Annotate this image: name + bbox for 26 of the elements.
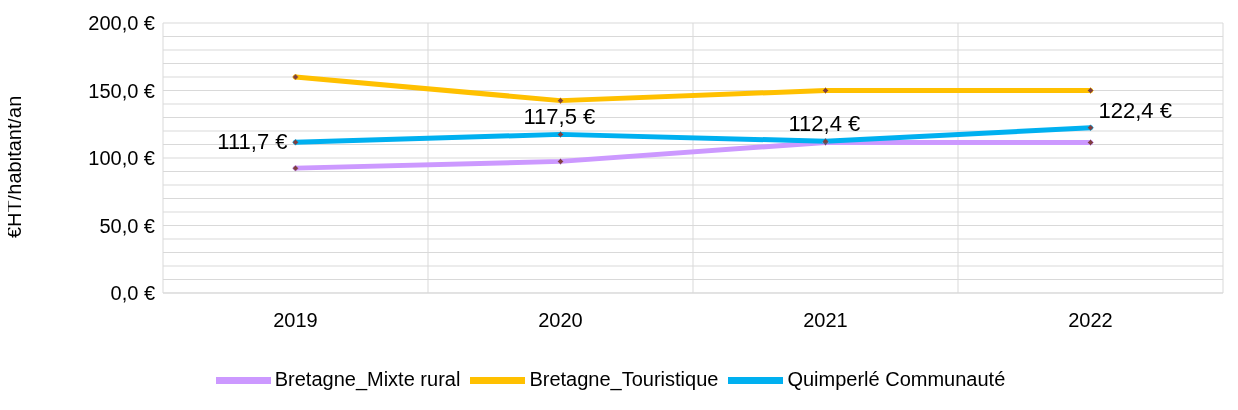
point (557, 97, 564, 104)
data-label: 111,7 € (217, 129, 288, 155)
data-label: 112,4 € (788, 111, 861, 137)
x-tick-label: 2020 (538, 309, 583, 332)
point (557, 131, 564, 138)
x-tick-label: 2022 (1068, 309, 1113, 332)
point (1087, 124, 1094, 132)
point (822, 87, 829, 94)
data-label: 122,4 € (1098, 97, 1172, 123)
data-label: 117,5 € (523, 104, 596, 130)
y-tick-label: 0,0 € (110, 282, 155, 305)
point (292, 164, 299, 172)
point (292, 73, 299, 81)
y-tick-label: 200,0 € (88, 12, 155, 35)
y-tick-label: 150,0 € (88, 79, 155, 102)
y-tick-label: 100,0 € (88, 147, 155, 170)
point (557, 158, 564, 165)
x-tick-label: 2019 (273, 309, 318, 332)
point (1087, 139, 1094, 146)
x-tick-label: 2021 (803, 309, 848, 332)
legend-label: Quimperlé Communauté (787, 367, 1006, 390)
legend-label: Bretagne_Touristique (529, 367, 719, 390)
point (292, 138, 299, 146)
point (1087, 87, 1094, 94)
legend-label: Bretagne_Mixte rural (274, 367, 461, 390)
y-tick-label: 50,0 € (99, 214, 155, 237)
